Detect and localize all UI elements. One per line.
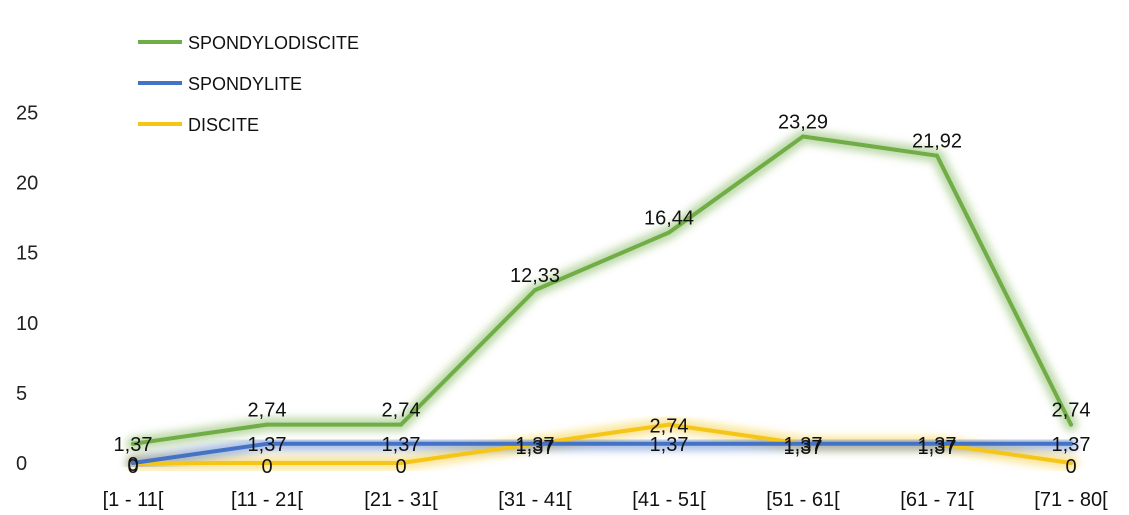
series-line-spondylite [131, 441, 1073, 465]
y-tick-label: 25 [16, 103, 38, 125]
y-tick-label: 10 [16, 313, 38, 335]
data-point-discite [399, 461, 403, 465]
series-line-spondylodiscite [131, 134, 1073, 446]
data-label-spondylite: 1,37 [1052, 434, 1091, 456]
data-label-spondylite: 1,37 [516, 434, 555, 456]
data-label-discite: 0 [395, 456, 406, 478]
data-label-spondylodiscite: 16,44 [644, 208, 694, 230]
x-axis: [1 - 11[ [11 - 21[ [21 - 31[ [31 - 41[ [41 -… [103, 489, 1109, 511]
data-label-spondylodiscite: 23,29 [778, 111, 828, 133]
data-label-spondylite: 1,37 [918, 434, 957, 456]
x-tick-label: [21 - 31[ [364, 489, 438, 511]
data-point-spondylite [399, 441, 403, 446]
data-label-discite: 2,74 [650, 416, 689, 438]
y-tick-label: 5 [16, 383, 27, 405]
data-label-discite: 0 [127, 456, 138, 478]
data-point-spondylodiscite [667, 230, 671, 235]
data-label-spondylodiscite: 12,33 [510, 265, 560, 287]
y-axis: 0 5 10 15 20 25 [16, 103, 38, 476]
data-label-discite: 1,37 [784, 437, 823, 459]
data-point-spondylodiscite [1069, 422, 1073, 427]
x-tick-label: [31 - 41[ [498, 489, 572, 511]
data-point-spondylite [935, 441, 939, 446]
data-point-spondylodiscite [399, 422, 403, 427]
data-point-spondylite [801, 441, 805, 446]
data-point-spondylite [131, 461, 135, 465]
data-label-discite: 0 [1065, 456, 1076, 478]
x-tick-label: [1 - 11[ [103, 489, 164, 511]
data-point-spondylite [533, 441, 537, 446]
series-lines-layer [131, 134, 1073, 465]
data-label-spondylodiscite: 2,74 [1052, 400, 1091, 422]
data-label-spondylite: 1,37 [248, 434, 287, 456]
data-point-spondylite [667, 441, 671, 446]
data-point-spondylite [1069, 441, 1073, 446]
data-point-spondylodiscite [801, 134, 805, 139]
data-point-spondylodiscite [935, 153, 939, 158]
data-point-spondylite [265, 441, 269, 446]
data-point-discite [265, 461, 269, 465]
data-point-spondylodiscite [533, 288, 537, 293]
x-tick-label: [71 - 80[ [1034, 489, 1108, 511]
data-label-spondylodiscite: 2,74 [248, 400, 287, 422]
data-point-spondylodiscite [131, 441, 135, 446]
data-point-discite [667, 422, 671, 427]
data-label-discite: 1,37 [918, 437, 957, 459]
series-glow-spondylodiscite [126, 129, 1078, 451]
data-label-spondylodiscite: 1,37 [114, 434, 153, 456]
data-point-discite [1069, 461, 1073, 465]
legend-label-spondylite: SPONDYLITE [188, 74, 302, 94]
legend-label-spondylodiscite: SPONDYLODISCITE [188, 33, 359, 53]
x-tick-label: [51 - 61[ [766, 489, 840, 511]
data-label-spondylite: 1,37 [650, 434, 689, 456]
data-label-discite: 0 [261, 456, 272, 478]
data-label-spondylite: 1,37 [784, 434, 823, 456]
data-label-spondylite: 0 [127, 454, 138, 476]
x-tick-label: [61 - 71[ [900, 489, 974, 511]
data-point-spondylodiscite [265, 422, 269, 427]
y-tick-label: 20 [16, 173, 38, 195]
data-label-spondylodiscite: 2,74 [382, 400, 421, 422]
legend: SPONDYLODISCITE SPONDYLITE DISCITE [138, 33, 359, 135]
x-tick-label: [11 - 21[ [231, 489, 303, 511]
data-label-discite: 1,37 [516, 437, 555, 459]
y-tick-label: 0 [16, 453, 27, 475]
legend-label-discite: DISCITE [188, 115, 259, 135]
data-label-spondylodiscite: 21,92 [912, 131, 962, 153]
y-tick-label: 15 [16, 243, 38, 265]
data-label-spondylite: 1,37 [382, 434, 421, 456]
x-tick-label: [41 - 51[ [632, 489, 706, 511]
data-labels-layer: 1,372,74 2,7412,3316,4423,2921,922,7401,3… [114, 111, 1091, 478]
